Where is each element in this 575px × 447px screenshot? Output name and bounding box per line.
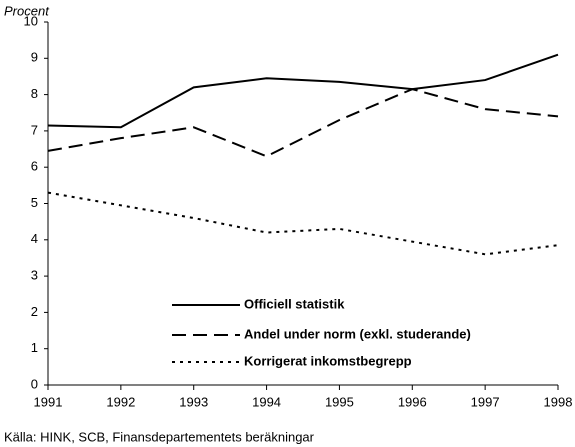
y-tick-label: 1 <box>31 340 38 355</box>
series-line <box>47 88 559 158</box>
y-tick-label: 8 <box>31 86 38 101</box>
y-tick-label: 5 <box>31 195 38 210</box>
x-tick-label: 1993 <box>179 394 208 409</box>
y-tick-label: 9 <box>31 50 38 65</box>
x-tick-label: 1995 <box>325 394 354 409</box>
y-tick-label: 7 <box>31 122 38 137</box>
y-axis-label: Procent <box>4 3 50 18</box>
x-tick-label: 1998 <box>544 394 573 409</box>
y-tick-label: 3 <box>31 268 38 283</box>
legend-label: Officiell statistik <box>244 296 345 311</box>
source-note: Källa: HINK, SCB, Finansdepartementets b… <box>4 429 315 444</box>
x-tick-label: 1996 <box>398 394 427 409</box>
y-tick-label: 6 <box>31 159 38 174</box>
x-tick-label: 1992 <box>106 394 135 409</box>
y-tick-label: 2 <box>31 304 38 319</box>
series-line <box>47 53 559 129</box>
series-line <box>47 191 559 256</box>
legend-label: Andel under norm (exkl. studerande) <box>244 326 471 341</box>
legend-label: Korrigerat inkomstbegrepp <box>244 353 412 368</box>
x-tick-label: 1994 <box>252 394 281 409</box>
x-tick-label: 1997 <box>471 394 500 409</box>
y-tick-label: 10 <box>24 13 38 28</box>
x-tick-label: 1991 <box>34 394 63 409</box>
y-tick-label: 4 <box>31 231 38 246</box>
y-tick-label: 0 <box>31 376 38 391</box>
